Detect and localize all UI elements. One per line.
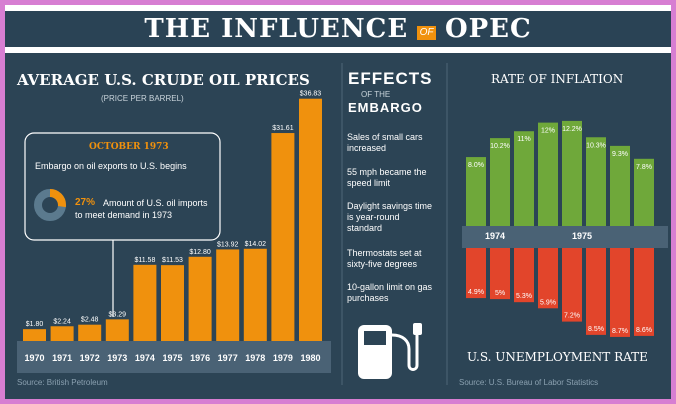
inflation-bar [562, 120, 582, 226]
unemployment-bar [466, 248, 486, 299]
unemployment-value-label: 8.6% [636, 327, 652, 334]
oil-value-label: $31.61 [272, 125, 294, 132]
unemployment-bar [610, 248, 630, 337]
unemployment-bar [562, 248, 582, 322]
effect-item: Thermostats set at sixty-five degrees [347, 248, 422, 269]
oil-year-label: 1977 [218, 353, 238, 363]
unemployment-value-label: 5.9% [540, 299, 556, 306]
oil-year-label: 1975 [162, 353, 182, 363]
unemployment-value-label: 5.3% [516, 293, 532, 300]
bls-source: Source: U.S. Bureau of Labor Statistics [459, 378, 599, 387]
unemployment-bar [634, 248, 654, 336]
oil-bar-1971 [50, 326, 74, 341]
oil-bar-1979 [271, 133, 295, 341]
inflation-bar [514, 131, 534, 226]
chart-canvas: $1.80 1970 $2.24 1971 $2.48 1972 $3.29 1973 $11.… [17, 63, 668, 385]
infographic: THE INFLUENCE OF OPEC AVERAGE U.S. CRUDE… [5, 5, 671, 399]
effects-heading-embargo: EMBARGO [348, 100, 423, 115]
unemployment-bar [514, 248, 534, 303]
unemployment-value-label: 5% [495, 290, 505, 297]
donut-chart [34, 189, 66, 221]
oil-value-label: $14.02 [245, 241, 267, 248]
unemployment-bar [538, 248, 558, 309]
oil-value-label: $11.58 [134, 257, 155, 264]
oil-value-label: $13.92 [217, 241, 239, 248]
unemployment-bar [490, 248, 510, 300]
effect-item: Daylight savings time is year-round stan… [347, 201, 433, 233]
callout-percent: 27% [75, 197, 96, 208]
unemployment-bar [586, 248, 606, 335]
unemployment-value-label: 7.2% [564, 313, 580, 320]
oil-value-label: $2.48 [81, 317, 99, 324]
oil-bar-1972 [78, 324, 102, 341]
oil-year-label: 1970 [24, 353, 44, 363]
oil-bar-1970 [23, 329, 46, 341]
donut-share-arc [34, 189, 66, 221]
inflation-value-label: 12.2% [562, 126, 582, 133]
oil-bar-1974 [133, 264, 157, 341]
oil-chart-subtitle: (PRICE PER BARREL) [101, 94, 184, 103]
inflation-value-label: 10.3% [586, 142, 606, 149]
inflation-value-label: 7.8% [636, 164, 652, 171]
page-title-left: THE INFLUENCE [144, 14, 409, 44]
oil-value-label: $12.80 [189, 249, 211, 256]
oil-value-label: $2.24 [53, 318, 71, 325]
unemployment-title: U.S. UNEMPLOYMENT RATE [467, 350, 648, 364]
oil-value-label: $11.53 [162, 257, 183, 264]
effects-heading-of: OF THE [361, 90, 391, 99]
unemployment-value-label: 8.5% [588, 326, 604, 333]
oil-bar-1973 [105, 319, 129, 341]
oil-value-label: $3.29 [109, 311, 127, 318]
effects-heading: EFFECTS [348, 69, 433, 88]
oil-year-label: 1972 [80, 353, 100, 363]
oil-bar-1977 [216, 249, 240, 341]
oil-year-label: 1971 [52, 353, 72, 363]
inflation-value-label: 11% [517, 136, 531, 143]
page-title-right: OPEC [444, 14, 532, 44]
inflation-value-label: 10.2% [490, 143, 510, 150]
oil-year-label: 1980 [300, 353, 320, 363]
callout-text: Embargo on oil exports to U.S. begins [35, 161, 187, 171]
gas-pump-icon [358, 323, 422, 379]
oil-chart-title: AVERAGE U.S. CRUDE OIL PRICES [17, 71, 310, 89]
title-bar: THE INFLUENCE OF OPEC [5, 5, 671, 53]
inflation-value-label: 8.0% [468, 162, 484, 169]
callout-percent-text: Amount of U.S. oil imports to meet deman… [75, 198, 208, 220]
inflation-bar [586, 137, 606, 226]
title-of-badge: OF [416, 25, 437, 40]
inflation-bar [610, 145, 630, 226]
inflation-bar [490, 138, 510, 226]
year-label-1975: 1975 [572, 231, 593, 241]
oil-year-label: 1974 [135, 353, 155, 363]
unemployment-value-label: 4.9% [468, 289, 484, 296]
callout-heading: OCTOBER 1973 [89, 142, 169, 152]
oil-year-label: 1976 [190, 353, 210, 363]
oil-bar-1976 [188, 256, 212, 341]
oil-year-label: 1979 [273, 353, 293, 363]
inflation-title: RATE OF INFLATION [491, 72, 624, 86]
effect-item: 10-gallon limit on gas purchases [347, 282, 433, 303]
oil-value-label: $1.80 [26, 321, 44, 328]
effect-item: 55 mph became the speed limit [347, 167, 427, 188]
effect-item: Sales of small cars increased [347, 132, 423, 153]
oil-value-label: $36.83 [300, 91, 322, 98]
inflation-bar [634, 158, 654, 226]
unemployment-value-label: 8.7% [612, 328, 628, 335]
oil-source: Source: British Petroleum [17, 378, 108, 387]
oil-bar-1975 [161, 265, 184, 341]
inflation-value-label: 12% [541, 128, 555, 135]
oil-year-label: 1978 [245, 353, 265, 363]
inflation-bar [538, 122, 558, 226]
oil-year-label: 1973 [107, 353, 127, 363]
year-label-1974: 1974 [485, 231, 506, 241]
inflation-value-label: 9.3% [612, 151, 628, 158]
inflation-bar [466, 157, 486, 226]
oil-bar-1980 [299, 98, 322, 342]
oil-bar-1978 [243, 248, 267, 341]
